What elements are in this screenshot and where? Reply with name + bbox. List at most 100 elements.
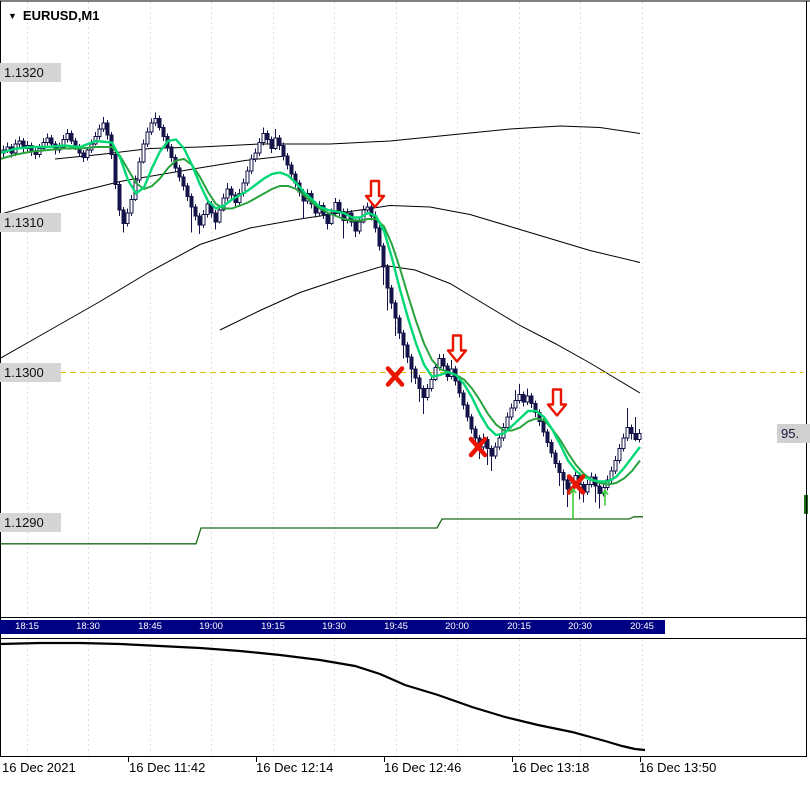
candle-bear (213, 212, 218, 223)
candle-bear (269, 139, 274, 149)
time-axis-label: 16 Dec 13:50 (639, 760, 717, 775)
x-mark-icon (468, 436, 488, 458)
sub-indicator-line (0, 641, 646, 752)
candle-bear (409, 356, 414, 370)
candle-bear (533, 403, 538, 413)
time-axis-label: 16 Dec 12:14 (256, 760, 334, 775)
candle-bull (65, 133, 70, 140)
candle-bear (81, 152, 86, 158)
candle-bull (525, 395, 530, 403)
candle-bear (421, 388, 426, 398)
candle-bear (457, 380, 462, 394)
candle-bear (561, 472, 566, 481)
candle-bear (281, 145, 286, 157)
time-axis-label: 16 Dec 13:18 (512, 760, 590, 775)
candle-bull (61, 139, 66, 148)
step-indicator-line (0, 516, 643, 545)
candle-bull (625, 427, 630, 439)
candle-bull (125, 212, 130, 224)
candle-bear (489, 448, 494, 457)
candle-bull (365, 206, 370, 211)
candle-bull (261, 133, 266, 143)
candle-bear (521, 394, 526, 403)
candle-bear (485, 439, 490, 449)
candle-bear (633, 433, 638, 440)
ribbon-time-label: 18:15 (15, 621, 39, 632)
ribbon-time-label: 19:15 (261, 621, 285, 632)
candle-bull (149, 122, 154, 133)
candle-bull (17, 140, 22, 145)
price-axis-label: 1.1320 (0, 63, 61, 82)
candle-bear (265, 133, 270, 140)
candle-bull (129, 199, 134, 214)
candle-bear (325, 214, 330, 224)
candle-bear (397, 317, 402, 334)
candle-bear (545, 431, 550, 443)
candle-bull (333, 202, 338, 214)
candle-bull (205, 203, 210, 215)
candle-bear (185, 185, 190, 197)
candle-bear (405, 344, 410, 358)
candle-bear (69, 133, 74, 142)
candle-bull (513, 400, 518, 409)
sell-arrow-icon (446, 334, 468, 363)
ribbon-time-label: 20:00 (445, 621, 469, 632)
sell-arrow-icon (546, 388, 568, 417)
candle-bull (201, 214, 206, 226)
candle-bear (385, 266, 390, 289)
ribbon-time-label: 18:45 (138, 621, 162, 632)
current-price-label: 95. (777, 424, 810, 443)
candle-bull (141, 143, 146, 163)
candle-bull (85, 149, 90, 158)
candle-bear (193, 206, 198, 217)
candle-bear (177, 167, 182, 178)
candle-bull (237, 193, 242, 203)
ribbon-time-label: 20:15 (507, 621, 531, 632)
candle-bear (189, 196, 194, 208)
ribbon-time-label: 19:45 (384, 621, 408, 632)
price-axis-label: 1.1310 (0, 213, 61, 232)
candle-bull (249, 158, 254, 172)
candle-bear (157, 118, 162, 128)
time-axis-label: 16 Dec 11:42 (129, 760, 206, 775)
candle-bull (217, 209, 222, 223)
price-axis-label: 1.1290 (0, 513, 61, 532)
candle-bull (153, 118, 158, 124)
candle-bear (337, 202, 342, 212)
candle-bull (429, 379, 434, 389)
candle-bull (41, 142, 46, 149)
symbol-title: ▼ EURUSD,M1 (8, 8, 100, 23)
candle-bear (557, 463, 562, 473)
candle-bull (613, 460, 618, 472)
ribbon-time-label: 19:30 (322, 621, 346, 632)
candle-bull (97, 128, 102, 137)
price-axis-label: 1.1300 (0, 363, 61, 382)
candle-bull (145, 131, 150, 145)
ribbon-time-label: 20:45 (630, 621, 654, 632)
candle-bull (273, 137, 278, 149)
candle-bear (181, 176, 186, 187)
candle-bull (517, 394, 522, 401)
candle-bear (49, 137, 54, 145)
candle-bear (161, 127, 166, 137)
sell-arrow-icon (364, 179, 386, 209)
candle-bull (509, 407, 514, 418)
candle-bull (425, 388, 430, 398)
candle-bear (113, 154, 118, 185)
candle-bear (461, 392, 466, 406)
time-axis-label: 16 Dec 12:46 (384, 760, 462, 775)
time-axis-label: 16 Dec 2021 (2, 760, 76, 775)
candle-bull (245, 170, 250, 184)
candle-bear (465, 404, 470, 418)
dropdown-arrow-icon: ▼ (8, 10, 17, 21)
candle-bear (529, 395, 534, 404)
x-mark-icon (385, 366, 405, 387)
candle-bear (389, 287, 394, 304)
band-line (219, 264, 641, 394)
candle-bear (553, 452, 558, 464)
candle-bull (585, 484, 590, 493)
candle-bear (469, 416, 474, 430)
candle-bear (597, 485, 602, 494)
